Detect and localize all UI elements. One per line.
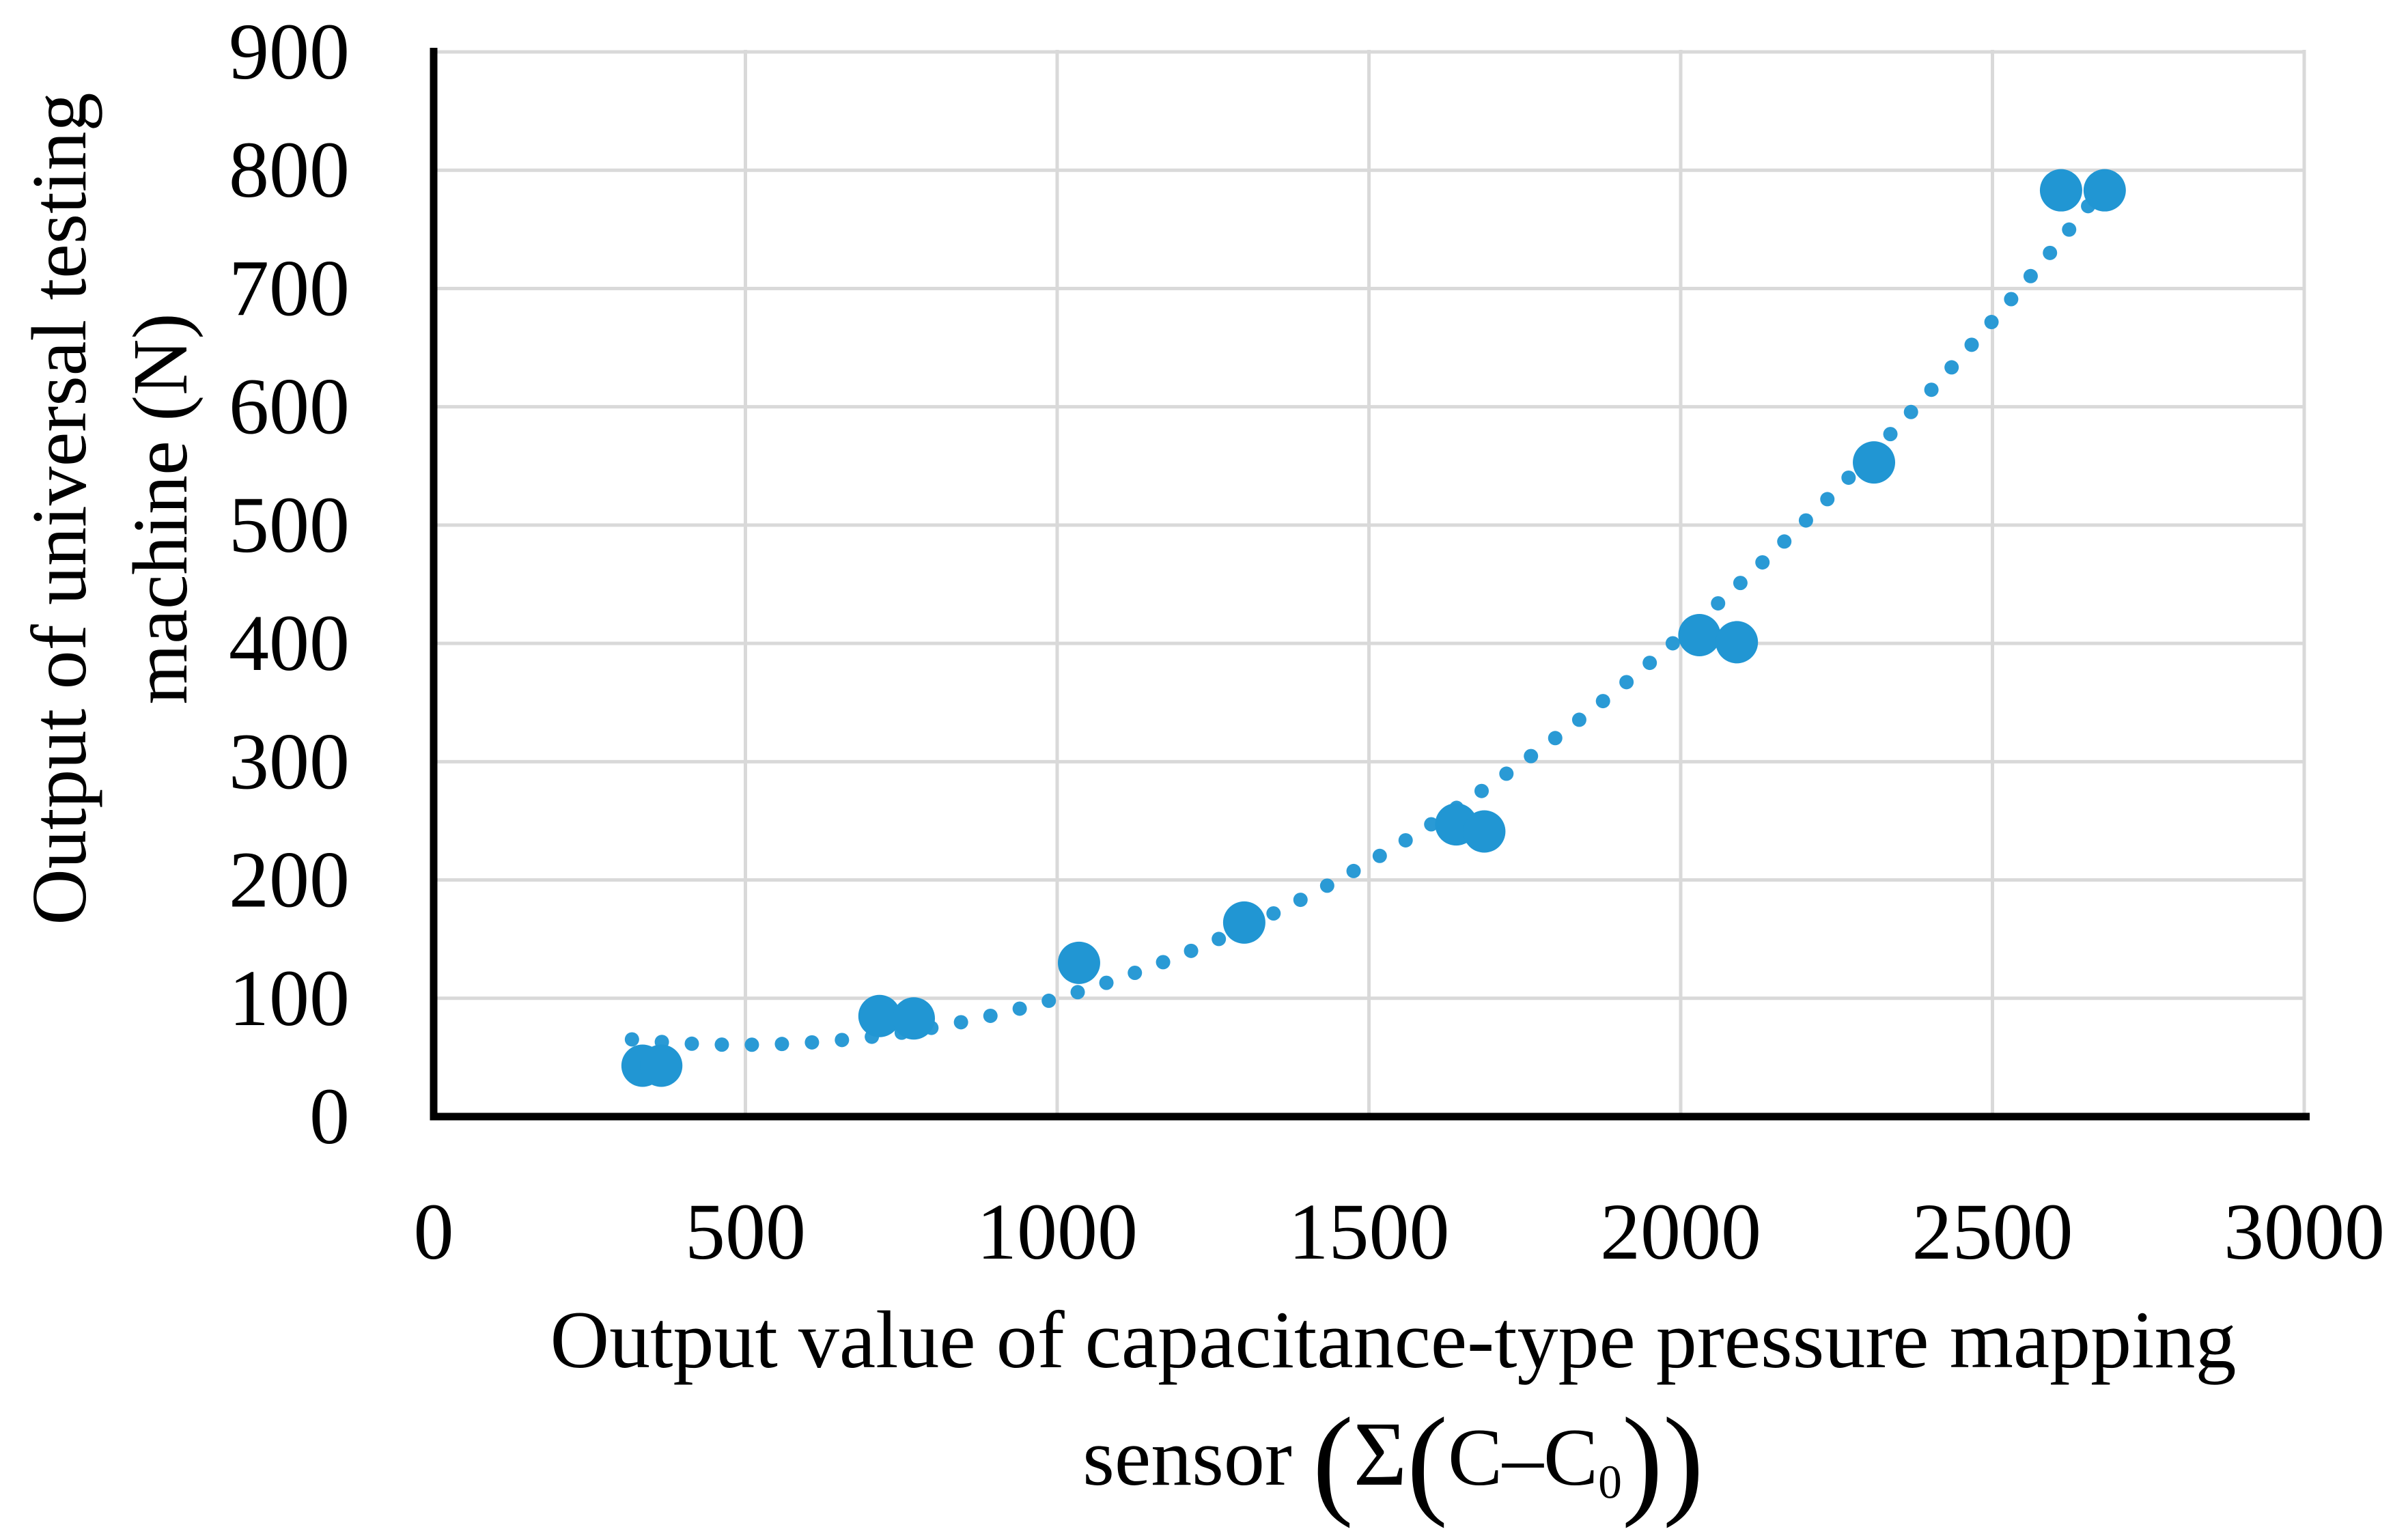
data-point-9: [1678, 613, 1721, 656]
data-point-10: [1716, 621, 1759, 664]
y-tick-label-900: 900: [229, 7, 350, 96]
data-point-6: [1222, 901, 1265, 944]
trendline-dot: [1012, 1001, 1027, 1016]
trendline-dot: [1903, 404, 1918, 419]
trendline-dot: [1424, 817, 1439, 832]
trendline-dot: [1474, 783, 1489, 798]
trendline-dot: [1820, 492, 1835, 507]
trendline-dot: [2062, 222, 2077, 237]
y-axis-title-line1: Output of universal testing: [16, 92, 102, 925]
trendline-dot: [1798, 513, 1813, 528]
y-tick-label-800: 800: [229, 125, 350, 214]
capacitance-difference-text: C–C: [1447, 1412, 1599, 1502]
inner-open-paren: (: [1407, 1392, 1448, 1529]
trendline-dot: [1070, 985, 1085, 1000]
data-point-4: [893, 997, 936, 1040]
x-tick-label-0: 0: [414, 1187, 454, 1276]
sigma-symbol: Σ: [1353, 1403, 1408, 1505]
x-tick-label-3000: 3000: [2224, 1187, 2385, 1276]
trendline-dot: [983, 1008, 998, 1023]
trendline-dot: [1571, 712, 1586, 727]
trendline-dot: [1156, 955, 1171, 970]
trendline-dot: [1733, 576, 1748, 591]
trendline-dot: [1548, 731, 1563, 746]
y-axis-title: Output of universal testing machine (N): [9, 0, 214, 1089]
y-tick-label-100: 100: [229, 953, 350, 1043]
x-tick-label-2500: 2500: [1912, 1187, 2073, 1276]
trendline-dot: [1041, 993, 1056, 1008]
y-tick-label-0: 0: [309, 1072, 350, 1161]
y-tick-label-200: 200: [229, 835, 350, 925]
trendline-dot: [1711, 596, 1726, 611]
data-point-5: [1057, 941, 1100, 984]
trendline-dot: [1619, 675, 1634, 690]
data-point-3: [858, 994, 901, 1037]
trendline-dot: [1293, 893, 1308, 908]
plot-area: 0 100 200 300 400 500 600 700 800 900 0 500 1000 1500…: [229, 7, 2385, 1276]
trendline-dot: [1777, 534, 1792, 549]
trendline-dot: [1642, 656, 1657, 671]
trendline-dot: [1212, 932, 1227, 947]
x-axis-title: Output value of capacitance-type pressur…: [550, 1283, 2236, 1540]
trendline-dot: [1319, 878, 1334, 893]
trendline-dot: [1372, 848, 1387, 863]
x-tick-label-1000: 1000: [977, 1187, 1138, 1276]
x-axis-title-line2: sensor (Σ(C–C0)): [550, 1397, 2236, 1540]
data-point-11: [1853, 441, 1896, 484]
trendline-dot: [2023, 268, 2038, 283]
trendline-dot: [1128, 965, 1143, 980]
trendline-dot: [1665, 636, 1680, 651]
trendline-dot: [804, 1035, 820, 1050]
outer-close-paren: ): [1662, 1392, 1704, 1529]
data-point-12: [2039, 169, 2082, 212]
trendline-dot: [774, 1037, 789, 1052]
trendline-dot: [1524, 748, 1539, 764]
x-axis-title-line1: Output value of capacitance-type pressur…: [550, 1294, 2237, 1385]
trendline-dot: [1595, 694, 1610, 709]
y-axis-title-line2: machine (N): [117, 313, 204, 705]
trendline-dot: [1755, 555, 1770, 570]
outer-open-paren: (: [1312, 1392, 1354, 1529]
trendline-dot: [953, 1015, 968, 1030]
trendline-dot: [714, 1037, 729, 1052]
trendline-dot: [2043, 245, 2058, 260]
trendline-dot: [1964, 337, 1979, 352]
trendline-dot: [1266, 906, 1281, 921]
trendline-dot: [1924, 382, 1939, 397]
y-tick-label-300: 300: [229, 716, 350, 806]
trendline-dot: [835, 1033, 850, 1048]
x-tick-label-500: 500: [685, 1187, 806, 1276]
inner-close-paren: ): [1621, 1392, 1663, 1529]
trendline-dot: [1841, 470, 1856, 485]
trendline-dot: [744, 1037, 759, 1052]
data-point-2: [640, 1044, 683, 1087]
data-point-8: [1463, 810, 1506, 853]
trendline-dot: [1346, 863, 1361, 878]
trendline-dot: [1398, 832, 1413, 848]
scatter-chart: 0 100 200 300 400 500 600 700 800 900 0 500 1000 1500…: [9, 0, 2385, 1522]
c-zero-subscript: 0: [1598, 1456, 1622, 1509]
trendline-dot: [1099, 975, 1114, 990]
trendline-dot: [1184, 943, 1199, 958]
y-tick-label-600: 600: [229, 362, 350, 451]
trendline-dot: [1984, 315, 1999, 330]
x-axis-title-sensor-text: sensor: [1082, 1412, 1313, 1502]
trendline-dot: [684, 1036, 699, 1051]
trendline-dot: [1883, 427, 1898, 442]
y-tick-label-700: 700: [229, 243, 350, 333]
trendline-dot: [2004, 292, 2019, 307]
y-tick-label-400: 400: [229, 598, 350, 688]
trendline-dot: [624, 1032, 639, 1047]
trendline-dot: [1944, 360, 1959, 375]
data-point-13: [2083, 169, 2126, 212]
x-tick-label-1500: 1500: [1289, 1187, 1450, 1276]
x-tick-label-2000: 2000: [1600, 1187, 1761, 1276]
trendline-dot: [1499, 766, 1514, 781]
y-tick-label-500: 500: [229, 480, 350, 570]
